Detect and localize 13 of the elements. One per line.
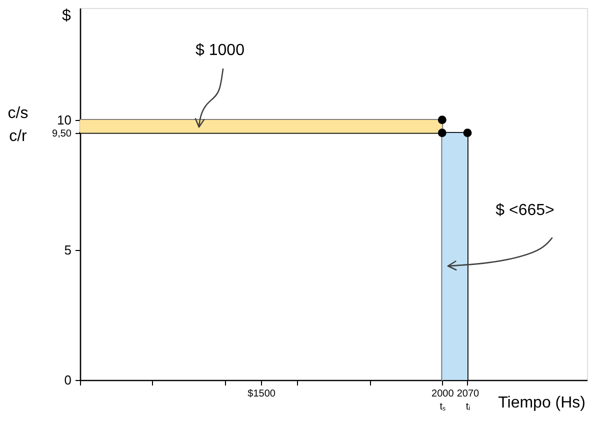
y-tick-label: 10 [57, 112, 72, 128]
text: c/r [9, 128, 28, 145]
y-tick-label: 9,50 [52, 128, 72, 140]
annotation: $ <665> [496, 202, 554, 219]
text: c/s [8, 105, 28, 122]
y-tick-label: 0 [64, 372, 72, 388]
y-tick-label: 5 [64, 242, 72, 258]
x-tick-label: 2000 tₛ [432, 388, 454, 412]
x-tick-label: $1500 [248, 388, 276, 400]
annotation: $ 1000 [196, 42, 245, 59]
x-axis-title: Tiempo (Hs) [498, 394, 586, 412]
y-axis-title: $ [62, 8, 72, 24]
x-tick-label: 2070 tᵢ [456, 388, 480, 412]
